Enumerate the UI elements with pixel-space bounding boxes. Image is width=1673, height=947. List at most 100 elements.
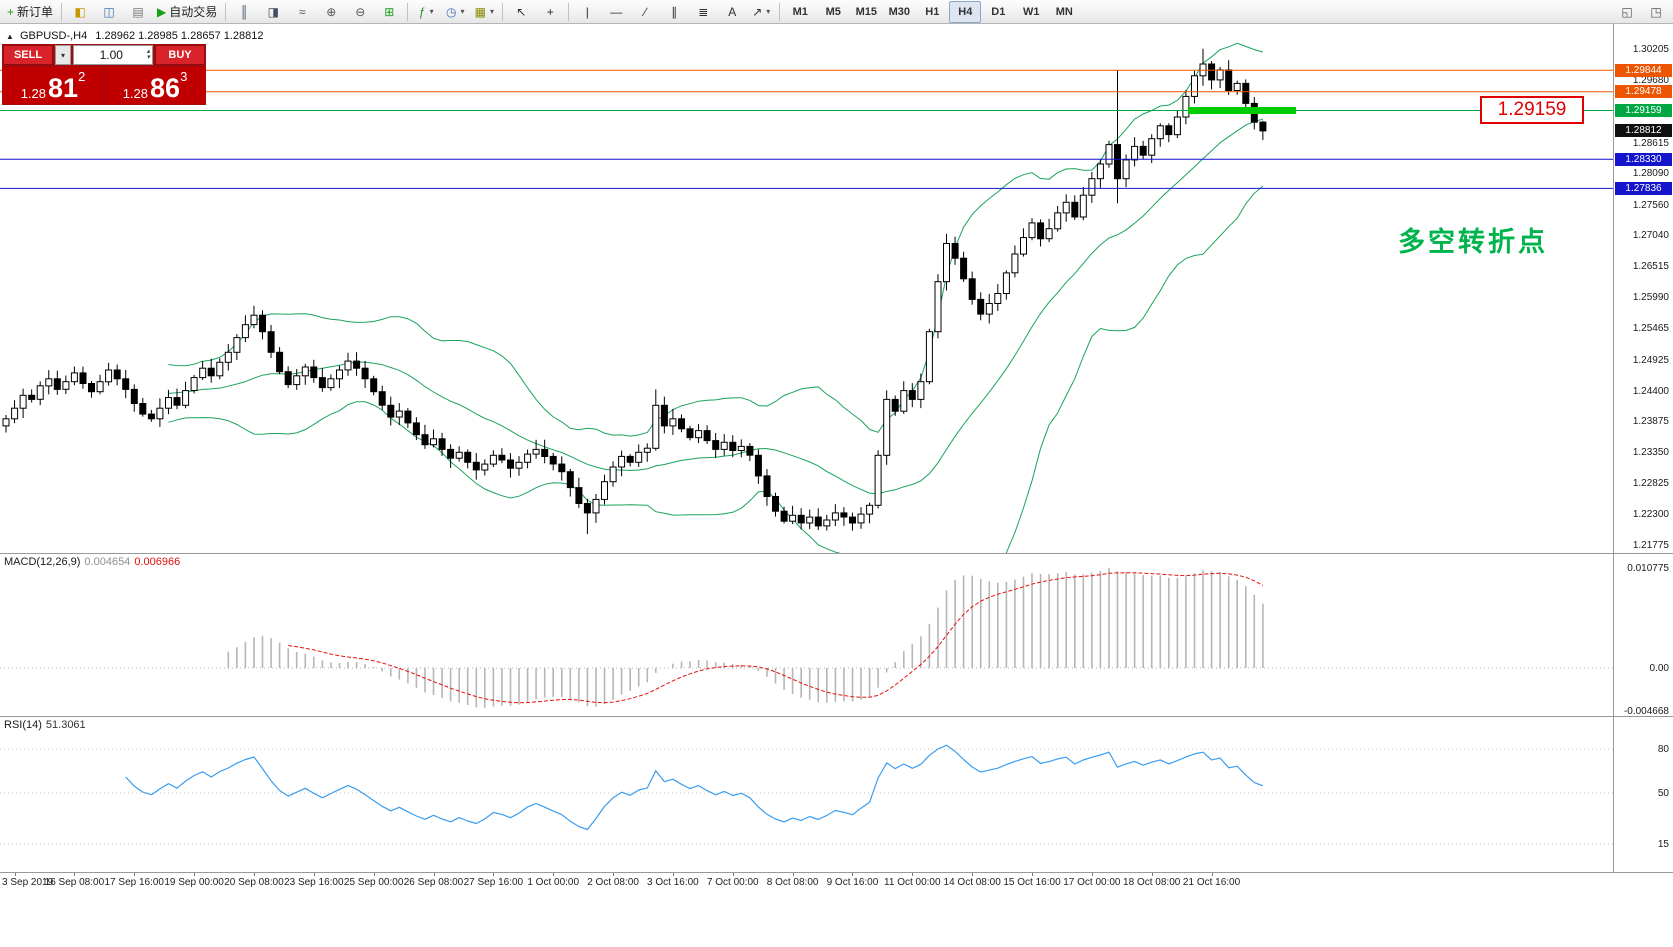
timeframe-h1[interactable]: H1 [916, 1, 948, 23]
expand-arrow-icon[interactable]: ▲ [6, 32, 14, 41]
candle [96, 374, 104, 395]
time-axis-tick [433, 873, 435, 876]
candle [70, 366, 78, 386]
timeframe-mn[interactable]: MN [1048, 1, 1080, 23]
lot-increase-button[interactable]: ▴ [146, 48, 150, 55]
data-window-button[interactable]: ▤ [124, 1, 152, 23]
arrows-button[interactable]: ↗ ▾ [747, 1, 775, 23]
price-axis-label: 1.23350 [1632, 447, 1669, 459]
caret-down-icon: ▾ [766, 7, 771, 16]
candle [592, 494, 600, 523]
data-window-icon: ▤ [132, 4, 144, 19]
candle [943, 233, 950, 291]
line-chart-button[interactable]: ≈ [288, 1, 316, 23]
zoom-in-button[interactable]: ⊕ [317, 1, 345, 23]
candle [746, 443, 754, 462]
charts-window-button[interactable]: ◧ [66, 1, 94, 23]
trendline-button[interactable]: ∕ [631, 1, 659, 23]
cursor-button[interactable]: ↖ [507, 1, 535, 23]
time-axis[interactable]: 3 Sep 2019 16 Sep 08:00 17 Sep 16:00 19 Sep… [0, 873, 1613, 893]
candle [207, 358, 215, 383]
candle [541, 439, 549, 464]
candle [173, 388, 181, 410]
channel-button[interactable]: ∥ [660, 1, 688, 23]
lot-decrease-button[interactable]: ▾ [146, 54, 150, 61]
profiles-button[interactable]: ◫ [95, 1, 123, 23]
text-button[interactable]: A [718, 1, 746, 23]
time-axis-label: 2 Oct 08:00 [587, 877, 639, 888]
tile-windows-button[interactable]: ⊞ [375, 1, 403, 23]
price-axis-label: 1.22300 [1632, 509, 1669, 521]
time-axis-tick [732, 873, 734, 876]
horizontal-line-button[interactable]: — [602, 1, 630, 23]
timeframe-m30[interactable]: M30 [883, 1, 915, 23]
toolbar-separator [779, 2, 781, 21]
autotrading-button[interactable]: ▶ 自动交易 [153, 1, 221, 23]
rsi-axis[interactable]: 80 50 15 [1614, 717, 1673, 872]
candle [190, 374, 198, 394]
price-axis-label: 1.24400 [1632, 385, 1669, 397]
timeframe-h4[interactable]: H4 [949, 0, 982, 23]
price-axis-label: 1.29680 [1632, 74, 1669, 86]
rsi-panel-separator[interactable] [0, 716, 1673, 717]
price-axis-label: 1.22825 [1632, 478, 1669, 490]
lot-size-field[interactable]: 1.00 ▴ ▾ [73, 45, 153, 65]
candle [1054, 206, 1062, 232]
price-callout-box[interactable]: 1.29159 [1480, 96, 1584, 124]
macd-panel-separator[interactable] [0, 553, 1673, 554]
candle [1259, 120, 1267, 141]
indicators-button[interactable]: ƒ ▾ [412, 1, 440, 23]
time-axis-label: 20 Sep 08:00 [224, 877, 284, 888]
candle [1173, 110, 1181, 138]
time-axis-tick [313, 873, 315, 876]
periods-button[interactable]: ◷ ▾ [441, 1, 469, 23]
window-new-button[interactable]: ◳ [1642, 1, 1670, 23]
sell-price-main: 81 [48, 73, 79, 103]
candle [199, 361, 207, 381]
line-chart-icon: ≈ [298, 4, 306, 19]
timeframe-m1[interactable]: M1 [784, 1, 816, 23]
sell-button[interactable]: SELL [3, 45, 53, 65]
candlestick-chart-button[interactable]: ◨ [259, 1, 287, 23]
macd-axis[interactable]: 0.010775 0.00 -0.004668 [1614, 554, 1673, 718]
zoom-out-button[interactable]: ⊖ [346, 1, 374, 23]
candle [908, 383, 916, 408]
new-order-button[interactable]: + 新订单 [3, 1, 57, 23]
candle [566, 468, 574, 497]
candle [583, 498, 591, 535]
candle [532, 439, 540, 459]
timeframe-d1[interactable]: D1 [982, 1, 1014, 23]
candle [19, 388, 27, 419]
window-restore-button[interactable]: ◱ [1613, 1, 1641, 23]
timeframe-w1[interactable]: W1 [1015, 1, 1047, 23]
lot-size-value[interactable]: 1.00 [99, 48, 123, 62]
rsi-axis-label: 15 [1657, 839, 1669, 851]
timeframe-m15[interactable]: M15 [850, 1, 882, 23]
buy-button[interactable]: BUY [155, 45, 205, 65]
order-type-dropdown[interactable]: ▾ [55, 45, 71, 65]
candle [353, 352, 361, 376]
candle [900, 381, 908, 414]
fibonacci-button[interactable]: ≣ [689, 1, 717, 23]
chart-window-icon: ◧ [74, 4, 86, 19]
sell-price[interactable]: 1.28 81 2 [3, 67, 103, 104]
chart-annotation-text[interactable]: 多空转折点 [1398, 227, 1548, 257]
time-axis-label: 14 Oct 08:00 [943, 877, 1001, 888]
macd-signal-value: 0.006966 [134, 556, 181, 568]
symbol-header: ▲ GBPUSD-,H4 1.28962 1.28985 1.28657 1.2… [6, 30, 264, 42]
bollinger-lower-band [168, 185, 1264, 553]
vertical-line-button[interactable]: | [573, 1, 601, 23]
timeframe-m5-label: M5 [825, 5, 841, 18]
candle [28, 389, 36, 403]
time-axis-label: 3 Sep 2019 [2, 877, 54, 888]
highlight-segment[interactable] [1188, 107, 1296, 114]
templates-button[interactable]: ▦ ▾ [470, 1, 498, 23]
time-axis-tick [1211, 873, 1213, 876]
candle [1199, 48, 1207, 86]
buy-price[interactable]: 1.28 86 3 [105, 67, 205, 104]
time-axis-tick [1151, 873, 1153, 876]
crosshair-button[interactable]: + [536, 1, 564, 23]
bar-chart-button[interactable]: ║ [230, 1, 258, 23]
timeframe-m5[interactable]: M5 [817, 1, 849, 23]
price-axis[interactable]: 1.30205 1.29680 1.28615 1.28090 1.27560 1.270… [1614, 24, 1673, 553]
